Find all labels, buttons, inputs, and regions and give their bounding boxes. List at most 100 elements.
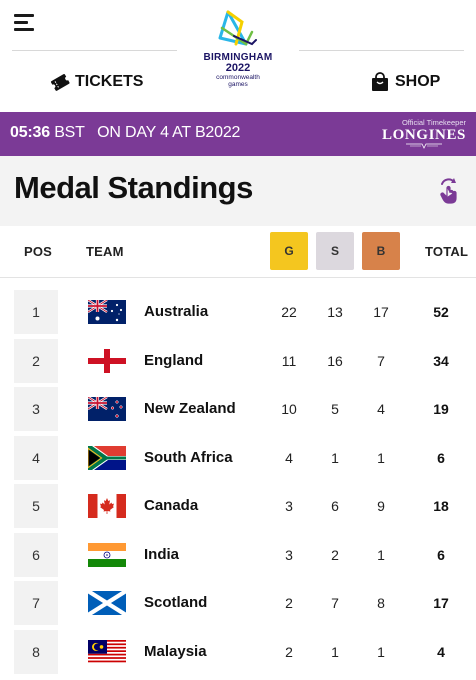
row-total: 6 [437, 546, 445, 563]
row-position: 1 [14, 290, 58, 334]
row-gold: 2 [285, 595, 293, 611]
row-bronze: 7 [377, 352, 385, 369]
row-position: 3 [14, 387, 58, 431]
logo-subtitle-2: games [228, 81, 248, 88]
row-bronze: 1 [377, 643, 385, 660]
timekeeper-label: Official Timekeeper [401, 118, 466, 127]
row-team-name: South Africa [144, 448, 233, 466]
row-total: 17 [433, 595, 449, 611]
row-gold: 10 [281, 401, 297, 417]
event-time-bar: 05:36 BST ON DAY 4 AT B2022 Official Tim… [0, 112, 476, 156]
standings-row[interactable]: 3 New Zealand 10 5 4 19 [0, 387, 476, 431]
row-total: 19 [433, 401, 449, 417]
row-silver: 1 [331, 449, 339, 466]
south-africa-flag [88, 445, 126, 470]
column-silver-label: S [330, 244, 339, 258]
row-gold: 3 [285, 498, 293, 514]
row-silver: 16 [327, 352, 343, 369]
row-total: 4 [437, 643, 445, 660]
site-header: BIRMINGHAM 2022 commonwealth games TICKE… [0, 0, 476, 112]
column-bronze[interactable]: B [362, 232, 400, 270]
column-total: TOTAL [425, 244, 469, 259]
row-silver: 5 [331, 401, 339, 417]
shopping-bag-icon [370, 72, 390, 92]
row-gold: 2 [285, 643, 293, 660]
row-silver: 2 [331, 546, 339, 563]
england-flag [88, 348, 126, 373]
column-team: TEAM [86, 244, 124, 259]
canada-flag [88, 494, 126, 518]
header-divider-right [299, 50, 464, 51]
standings-row[interactable]: 8 Malaysia 2 1 1 4 [0, 629, 476, 674]
column-pos: POS [24, 244, 53, 259]
standings-row[interactable]: 5 Canada 3 6 9 18 [0, 484, 476, 528]
row-team-name: Canada [144, 497, 199, 514]
standings-row[interactable]: 2 England 11 16 7 34 [0, 338, 476, 383]
row-gold: 11 [281, 352, 297, 369]
birmingham-2022-logo[interactable]: BIRMINGHAM 2022 commonwealth games [190, 8, 286, 88]
current-time: 05:36 [10, 124, 50, 141]
row-silver: 1 [331, 643, 339, 660]
shop-label: SHOP [395, 73, 441, 90]
standings-row[interactable]: 7 Scotland 2 7 8 17 [0, 581, 476, 625]
row-position: 2 [14, 338, 58, 383]
row-position: 8 [14, 629, 58, 674]
row-total: 18 [433, 498, 449, 514]
row-team-name: England [144, 351, 204, 369]
row-team-name: Australia [144, 303, 209, 320]
column-silver[interactable]: S [316, 232, 354, 270]
row-gold: 22 [281, 304, 297, 320]
shop-link[interactable]: SHOP [370, 70, 440, 94]
event-time-text: 05:36 BST ON DAY 4 AT B2022 [10, 124, 240, 142]
time-zone: BST [54, 124, 85, 141]
day-indicator: ON DAY 4 AT B2022 [97, 124, 241, 141]
row-bronze: 1 [377, 449, 385, 466]
standings-row[interactable]: 4 South Africa 4 1 1 6 [0, 435, 476, 480]
standings-row[interactable]: 6 India 3 2 1 6 [0, 532, 476, 577]
row-silver: 6 [331, 498, 339, 514]
scotland-flag [88, 591, 126, 615]
logo-city: BIRMINGHAM [203, 52, 273, 63]
title-bar: Medal Standings [0, 156, 476, 226]
logo-year: 2022 [225, 62, 251, 74]
row-position: 4 [14, 435, 58, 480]
row-position: 5 [14, 484, 58, 528]
row-team-name: Malaysia [144, 642, 207, 660]
row-gold: 4 [285, 449, 293, 466]
standings-row[interactable]: 1 Australia 22 13 17 52 [0, 290, 476, 334]
row-total: 6 [437, 449, 445, 466]
ticket-icon [50, 72, 70, 92]
row-bronze: 9 [377, 498, 385, 514]
tap-share-icon[interactable] [434, 176, 464, 206]
row-position: 7 [14, 581, 58, 625]
official-timekeeper[interactable]: Official Timekeeper LONGINES [382, 118, 466, 149]
hamburger-menu-icon[interactable] [14, 14, 36, 32]
india-flag [88, 542, 126, 567]
column-gold[interactable]: G [270, 232, 308, 270]
malaysia-flag [88, 639, 126, 664]
australia-flag [88, 300, 126, 324]
column-gold-label: G [284, 244, 294, 258]
row-position: 6 [14, 532, 58, 577]
row-bronze: 4 [377, 401, 385, 417]
row-bronze: 17 [373, 304, 389, 320]
row-silver: 13 [327, 304, 343, 320]
row-team-name: New Zealand [144, 400, 236, 417]
logo-triangle-mark-icon [218, 10, 257, 46]
logo-subtitle-1: commonwealth [216, 74, 260, 81]
row-total: 52 [433, 304, 449, 320]
tickets-label: TICKETS [75, 73, 144, 90]
row-bronze: 1 [377, 546, 385, 563]
row-total: 34 [433, 352, 449, 369]
row-silver: 7 [331, 595, 339, 611]
page-title: Medal Standings [14, 170, 253, 205]
standings-column-headers: POS TEAM G S B TOTAL [0, 226, 476, 278]
row-bronze: 8 [377, 595, 385, 611]
longines-logo: LONGINES [382, 127, 466, 143]
row-team-name: Scotland [144, 594, 208, 611]
header-divider-left [12, 50, 177, 51]
row-gold: 3 [285, 546, 293, 563]
new-zealand-flag [88, 397, 126, 421]
tickets-link[interactable]: TICKETS [50, 70, 143, 94]
column-bronze-label: B [376, 244, 386, 258]
